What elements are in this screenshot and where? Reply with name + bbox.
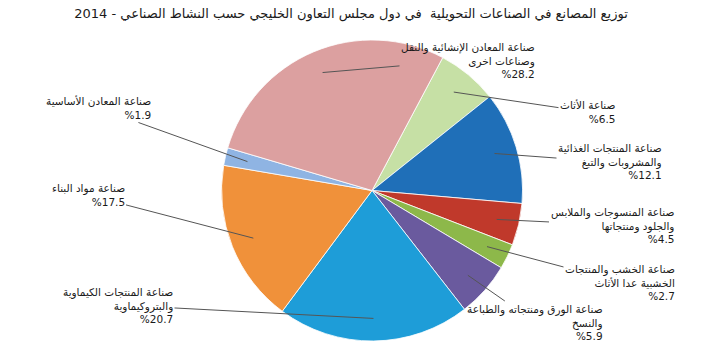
svg-text:صناعة مواد البناء%17.5: صناعة مواد البناء%17.5 (52, 182, 125, 208)
svg-text:صناعة الأثاث%6.5: صناعة الأثاث%6.5 (560, 99, 616, 125)
svg-text:صناعة المعادن الإنشائية والنقل: صناعة المعادن الإنشائية والنقلوصناعات اخ… (401, 41, 535, 80)
svg-text:صناعة الورق ومنتجاته والطباعةو: صناعة الورق ومنتجاته والطباعةوالنسخ%5.9 (467, 303, 603, 342)
svg-text:صناعة المنسوجات والملابسوالجلو: صناعة المنسوجات والملابسوالجلود ومنتجاته… (551, 206, 674, 245)
svg-text:توزيع المصانع في الصناعات التح: توزيع المصانع في الصناعات التحويلية في د… (74, 6, 628, 22)
svg-text:صناعة الخشب والمنتجاتالخشبية ع: صناعة الخشب والمنتجاتالخشبية عدا الأثاث%… (565, 263, 675, 302)
svg-text:صناعة المنتجات الكيماويةوالبتر: صناعة المنتجات الكيماويةوالبتروكيماوية%2… (63, 286, 173, 325)
svg-text:صناعة المعادن الأساسية%1.9: صناعة المعادن الأساسية%1.9 (46, 95, 151, 121)
svg-text:صناعة المنتجات الغذائيةوالمشرو: صناعة المنتجات الغذائيةوالمشروبات والتبغ… (558, 142, 662, 181)
